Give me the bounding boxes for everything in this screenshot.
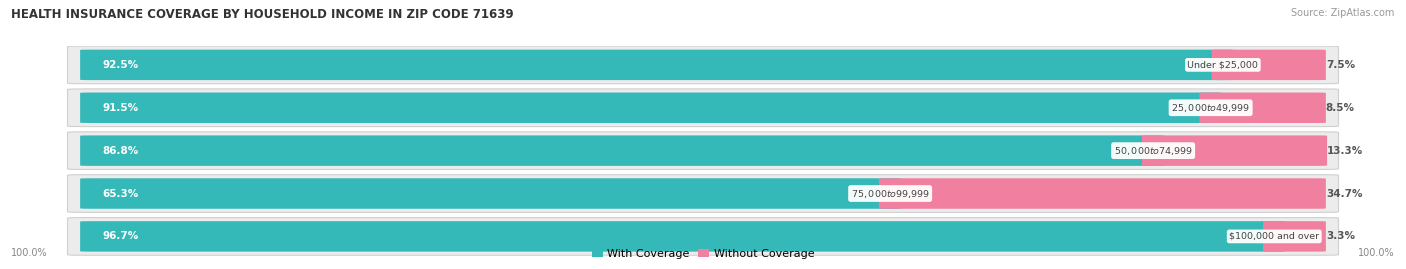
FancyBboxPatch shape	[67, 218, 1339, 255]
Text: $50,000 to $74,999: $50,000 to $74,999	[1114, 145, 1192, 157]
FancyBboxPatch shape	[80, 50, 1234, 80]
Text: 96.7%: 96.7%	[103, 231, 139, 241]
FancyBboxPatch shape	[80, 135, 1164, 166]
Text: 13.3%: 13.3%	[1327, 146, 1364, 156]
Text: 7.5%: 7.5%	[1326, 60, 1355, 70]
FancyBboxPatch shape	[1199, 93, 1326, 123]
Text: 65.3%: 65.3%	[103, 189, 139, 199]
Text: Source: ZipAtlas.com: Source: ZipAtlas.com	[1291, 8, 1395, 18]
FancyBboxPatch shape	[67, 46, 1339, 84]
FancyBboxPatch shape	[1212, 50, 1326, 80]
FancyBboxPatch shape	[67, 132, 1339, 169]
Text: 100.0%: 100.0%	[11, 248, 48, 258]
FancyBboxPatch shape	[80, 93, 1222, 123]
FancyBboxPatch shape	[1142, 135, 1327, 166]
FancyBboxPatch shape	[80, 178, 901, 209]
FancyBboxPatch shape	[80, 221, 1285, 252]
FancyBboxPatch shape	[67, 89, 1339, 127]
Text: Under $25,000: Under $25,000	[1188, 60, 1258, 69]
Text: $25,000 to $49,999: $25,000 to $49,999	[1171, 102, 1250, 114]
Text: 34.7%: 34.7%	[1326, 189, 1362, 199]
FancyBboxPatch shape	[1263, 221, 1326, 252]
Text: 3.3%: 3.3%	[1326, 231, 1355, 241]
Text: $75,000 to $99,999: $75,000 to $99,999	[851, 187, 929, 200]
Text: 92.5%: 92.5%	[103, 60, 139, 70]
Text: 100.0%: 100.0%	[1358, 248, 1395, 258]
Text: $100,000 and over: $100,000 and over	[1229, 232, 1319, 241]
Text: 8.5%: 8.5%	[1326, 103, 1355, 113]
FancyBboxPatch shape	[67, 175, 1339, 212]
Text: HEALTH INSURANCE COVERAGE BY HOUSEHOLD INCOME IN ZIP CODE 71639: HEALTH INSURANCE COVERAGE BY HOUSEHOLD I…	[11, 8, 513, 21]
Text: 86.8%: 86.8%	[103, 146, 139, 156]
Legend: With Coverage, Without Coverage: With Coverage, Without Coverage	[588, 245, 818, 263]
FancyBboxPatch shape	[879, 178, 1326, 209]
Text: 91.5%: 91.5%	[103, 103, 139, 113]
